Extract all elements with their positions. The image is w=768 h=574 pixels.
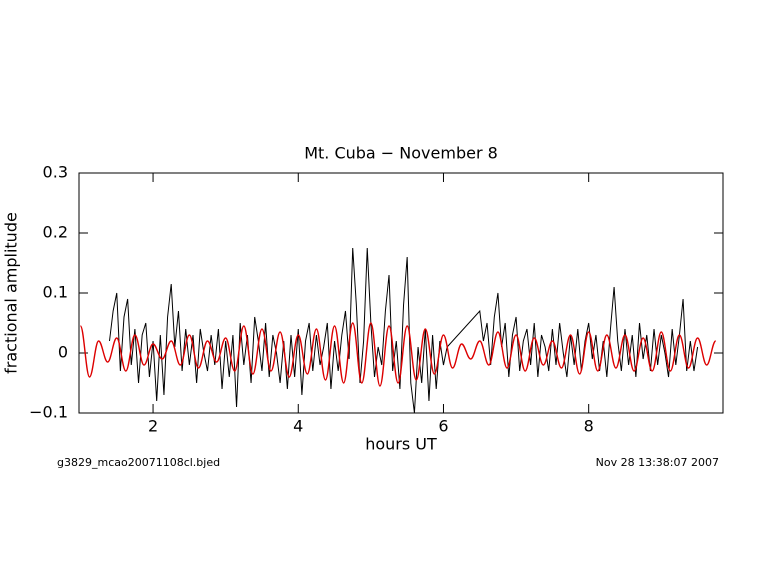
x-axis-label: hours UT bbox=[365, 435, 437, 454]
x-tick-label: 8 bbox=[584, 417, 594, 436]
y-axis-label: fractional amplitude bbox=[2, 212, 21, 374]
footer-left: g3829_mcao20071108cl.bjed bbox=[57, 456, 220, 469]
plot-frame bbox=[78, 172, 724, 414]
chart-title: Mt. Cuba − November 8 bbox=[304, 144, 498, 163]
footer-right: Nov 28 13:38:07 2007 bbox=[596, 456, 719, 469]
x-tick-label: 2 bbox=[148, 417, 158, 436]
x-tick-label: 6 bbox=[438, 417, 448, 436]
y-tick-label: 0.1 bbox=[43, 283, 68, 302]
data-line bbox=[79, 322, 717, 387]
y-tick-label: −0.1 bbox=[29, 403, 68, 422]
y-tick-label: 0.2 bbox=[43, 223, 68, 242]
y-tick-label: 0 bbox=[58, 343, 68, 362]
x-tick-label: 4 bbox=[293, 417, 303, 436]
y-tick-label: 0.3 bbox=[43, 163, 68, 182]
data-line bbox=[108, 247, 699, 413]
